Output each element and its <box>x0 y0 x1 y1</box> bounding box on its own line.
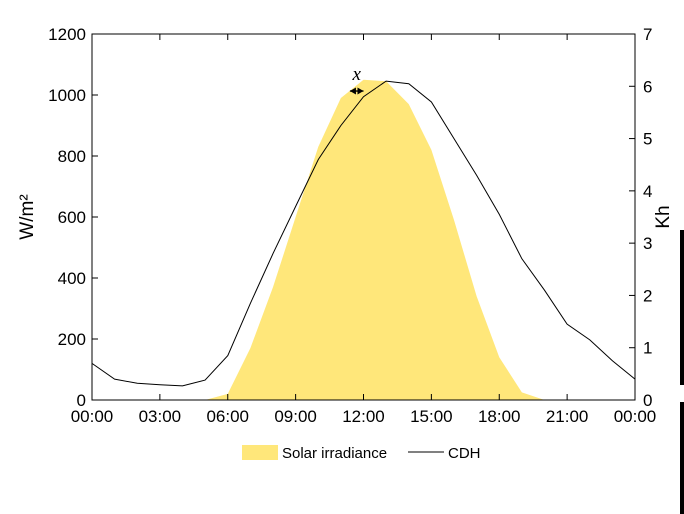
y2-tick-label: 3 <box>643 234 652 253</box>
x-tick-label: 18:00 <box>478 407 521 426</box>
y2-tick-label: 1 <box>643 339 652 358</box>
y2-tick-label: 5 <box>643 130 652 149</box>
x-tick-label: 12:00 <box>342 407 385 426</box>
series-cdh-line <box>91 80 636 387</box>
legend: Solar irradiance CDH <box>242 445 481 462</box>
x-tick-label: 00:00 <box>614 407 657 426</box>
series-solar-irradiance-area <box>92 79 635 400</box>
y2-tick-label: 7 <box>643 25 652 44</box>
y-tick-label: 400 <box>58 269 86 288</box>
legend-label-solar-irradiance: Solar irradiance <box>282 445 387 462</box>
x-tick-label: 21:00 <box>546 407 589 426</box>
x-tick-label: 00:00 <box>71 407 114 426</box>
y2-tick-label: 0 <box>643 391 652 410</box>
right-edge-bar-lower <box>680 402 684 514</box>
y2-axis-title: Kh <box>653 205 674 228</box>
y-tick-label: 200 <box>58 330 86 349</box>
y-axis-ticks: 0 200 400 600 800 1000 1200 <box>48 25 98 410</box>
annotation-arrow-head-right <box>357 87 364 95</box>
y-tick-label: 1000 <box>48 86 86 105</box>
y-tick-label: 600 <box>58 208 86 227</box>
x-tick-label: 03:00 <box>139 407 182 426</box>
legend-label-cdh: CDH <box>448 445 481 462</box>
x-tick-label: 09:00 <box>274 407 317 426</box>
y-tick-label: 800 <box>58 147 86 166</box>
legend-swatch-solar-irradiance <box>242 445 278 460</box>
annotation-x: x <box>349 64 364 95</box>
right-edge-bar-upper <box>680 230 684 385</box>
y-tick-label: 1200 <box>48 25 86 44</box>
annotation-arrow-head-left <box>349 87 356 95</box>
x-axis-ticks: 00:00 03:00 06:00 09:00 12:00 15:00 18:00 21:00… <box>71 34 657 426</box>
x-tick-label: 06:00 <box>206 407 249 426</box>
cdh-line-layer <box>91 80 636 387</box>
y2-tick-label: 2 <box>643 286 652 305</box>
y-tick-label: 0 <box>77 391 86 410</box>
annotation-label: x <box>351 64 361 85</box>
y2-axis-ticks: 0 1 2 3 4 5 6 7 <box>629 25 652 410</box>
x-tick-label: 15:00 <box>410 407 453 426</box>
y-axis-title: W/m² <box>17 194 38 239</box>
y2-tick-label: 4 <box>643 182 652 201</box>
y2-tick-label: 6 <box>643 77 652 96</box>
solar-irradiance-area-layer <box>92 79 635 400</box>
